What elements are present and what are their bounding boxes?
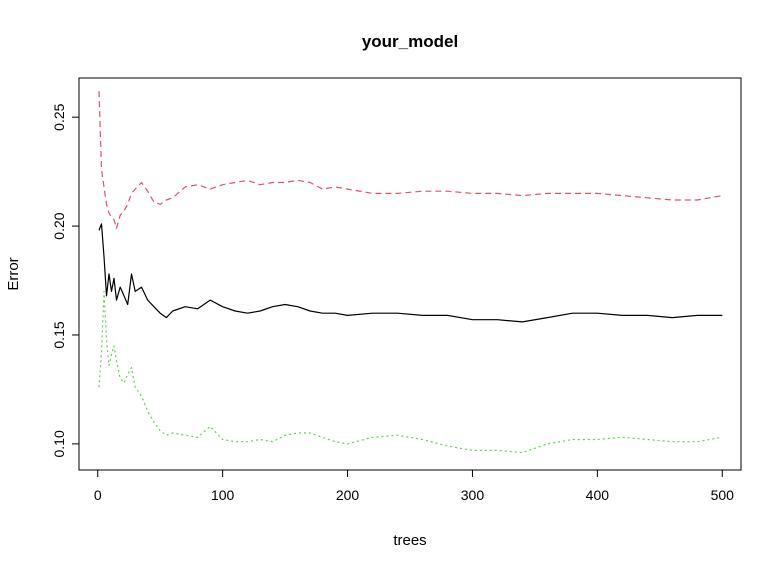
series-layer bbox=[98, 91, 723, 454]
y-axis: 0.10 0.15 0.20 0.25 bbox=[51, 103, 80, 457]
y-tick-label: 0.25 bbox=[51, 103, 67, 130]
x-axis: 0 100 200 300 400 500 bbox=[94, 469, 735, 503]
x-tick-label: 0 bbox=[94, 487, 102, 503]
x-axis-label: trees bbox=[393, 532, 426, 549]
y-tick-label: 0.20 bbox=[51, 212, 67, 239]
series-line-2 bbox=[98, 91, 723, 229]
y-axis-label: Error bbox=[5, 257, 22, 290]
y-tick-label: 0.10 bbox=[51, 430, 67, 457]
chart-title: your_model bbox=[362, 32, 458, 51]
plot-area-frame bbox=[78, 77, 742, 471]
x-tick-label: 500 bbox=[711, 487, 735, 503]
series-line-1 bbox=[98, 223, 723, 323]
x-tick-label: 200 bbox=[336, 487, 360, 503]
series-line-3 bbox=[98, 290, 723, 454]
x-tick-label: 300 bbox=[461, 487, 485, 503]
y-tick-label: 0.15 bbox=[51, 321, 67, 348]
x-tick-label: 100 bbox=[211, 487, 235, 503]
x-tick-label: 400 bbox=[586, 487, 610, 503]
